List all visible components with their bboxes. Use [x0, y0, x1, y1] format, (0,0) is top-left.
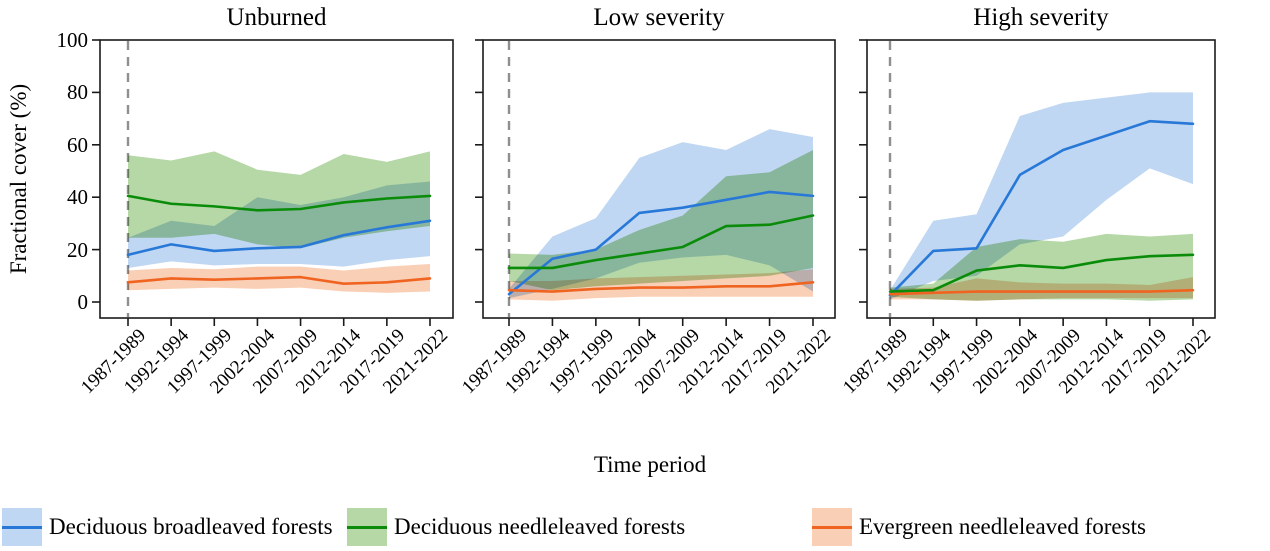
line-deciduous-needleleaved-forests: [888, 253, 1195, 293]
line-deciduous-needleleaved-forests: [507, 214, 815, 270]
y-tick-label: 20: [67, 237, 88, 262]
panel-title-high-severity: High severity: [973, 4, 1109, 31]
legend-label-deciduous-needleleaved: Deciduous needleleaved forests: [394, 514, 686, 539]
band-deciduous-needleleaved-forests: [128, 151, 430, 249]
legend-swatch-deciduous-needleleaved: [347, 508, 387, 546]
line-evergreen-needleleaved-forests: [888, 288, 1195, 296]
band-deciduous-broadleaved-forests: [890, 92, 1193, 300]
legend-label-deciduous-broadleaved: Deciduous broadleaved forests: [49, 514, 333, 539]
panel-high-severity: [859, 39, 1216, 326]
y-tick-label: 100: [56, 28, 89, 52]
axes-box: [866, 39, 1216, 319]
band-evergreen-needleleaved-forests: [509, 269, 813, 301]
band-deciduous-needleleaved-forests: [509, 150, 813, 291]
legend-swatch-line: [347, 526, 387, 529]
legend-swatch-evergreen-needleleaved: [812, 508, 852, 546]
legend-item-evergreen-needleleaved: Evergreen needleleaved forests: [812, 507, 1146, 547]
line-deciduous-broadleaved-forests: [126, 219, 432, 257]
band-evergreen-needleleaved-forests: [890, 277, 1193, 301]
panel-low-severity: [475, 39, 836, 326]
legend-swatch-line: [812, 526, 852, 529]
y-tick-label: 40: [67, 185, 88, 210]
axes-box: [99, 39, 454, 319]
line-evergreen-needleleaved-forests: [507, 281, 815, 293]
y-tick-label: 60: [67, 132, 88, 157]
legend-item-deciduous-broadleaved: Deciduous broadleaved forests: [2, 507, 333, 547]
axes-box: [482, 39, 836, 319]
legend-item-deciduous-needleleaved: Deciduous needleleaved forests: [347, 507, 685, 547]
legend-label-evergreen-needleleaved: Evergreen needleleaved forests: [859, 514, 1146, 539]
legend: Deciduous broadleaved forests Deciduous …: [0, 507, 1270, 547]
legend-swatch-line: [2, 526, 42, 529]
x-axis-label: Time period: [593, 452, 707, 477]
legend-swatch-deciduous-broadleaved: [2, 508, 42, 546]
line-evergreen-needleleaved-forests: [126, 275, 432, 285]
line-deciduous-broadleaved-forests: [507, 190, 815, 296]
line-deciduous-broadleaved-forests: [888, 119, 1195, 297]
panel-title-unburned: Unburned: [226, 4, 327, 31]
y-tick-label: 0: [77, 290, 89, 314]
y-tick-label: 80: [67, 80, 88, 105]
panel-unburned: [92, 39, 454, 326]
panel-title-low-severity: Low severity: [593, 4, 725, 31]
line-deciduous-needleleaved-forests: [126, 194, 432, 212]
